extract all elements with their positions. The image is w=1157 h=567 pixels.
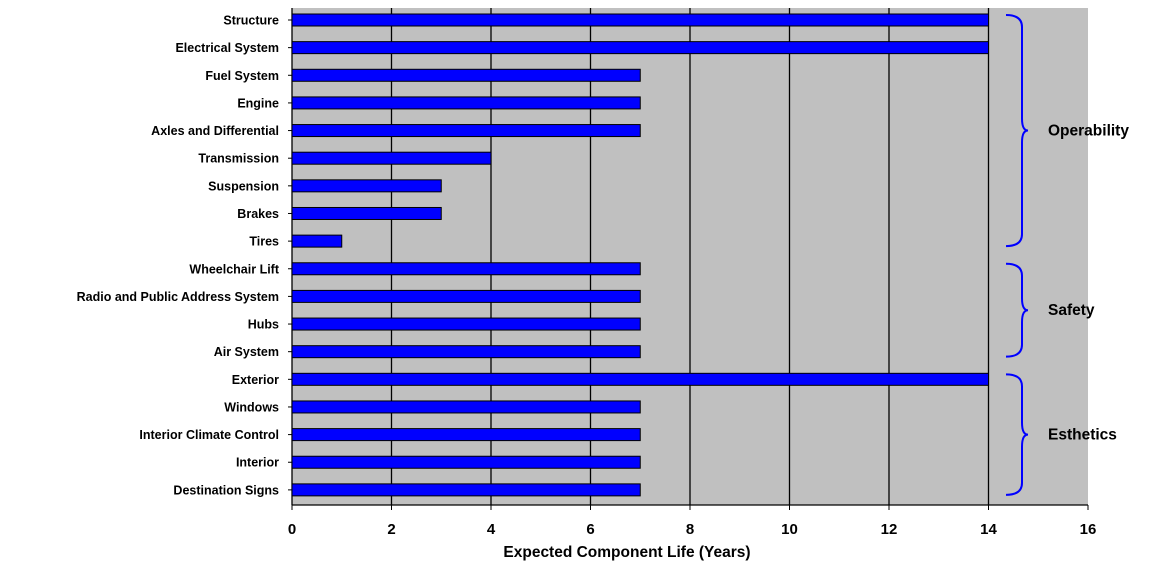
group-brace <box>1005 262 1029 358</box>
x-tick-label: 8 <box>686 521 694 538</box>
group-label: Safety <box>1048 302 1095 319</box>
bar <box>291 151 492 165</box>
category-label: Interior <box>236 456 279 470</box>
category-label: Fuel System <box>205 69 279 83</box>
x-tick-label: 4 <box>487 521 496 538</box>
bar <box>291 13 989 27</box>
category-label: Tires <box>249 235 279 249</box>
x-tick-label: 2 <box>387 521 395 538</box>
category-label: Air System <box>214 345 279 359</box>
bar <box>291 234 343 248</box>
grid-lines <box>291 8 1089 510</box>
category-label: Electrical System <box>175 41 279 55</box>
bar <box>291 400 641 414</box>
category-label: Brakes <box>237 207 279 221</box>
category-label: Exterior <box>232 373 279 387</box>
category-label: Structure <box>223 14 279 28</box>
category-labels: Structure Electrical System Fuel System Eng… <box>77 14 280 498</box>
category-label: Suspension <box>208 179 279 193</box>
x-tick-labels: 0 2 4 6 8 10 12 14 16 <box>288 521 1097 538</box>
x-tick-label: 0 <box>288 521 296 538</box>
group-brackets: Operability Safety Esthetics <box>1005 14 1129 496</box>
bar <box>291 179 442 193</box>
bar <box>291 41 989 55</box>
x-tick-label: 14 <box>980 521 997 538</box>
category-label: Wheelchair Lift <box>189 262 279 276</box>
category-label: Axles and Differential <box>151 124 279 138</box>
bar <box>291 68 641 82</box>
bar <box>291 345 641 359</box>
bar <box>291 96 641 110</box>
x-tick-label: 16 <box>1080 521 1097 538</box>
category-label: Engine <box>237 96 279 110</box>
bar <box>291 262 641 276</box>
x-axis-title: Expected Component Life (Years) <box>503 544 750 561</box>
bar <box>291 428 641 442</box>
category-label: Interior Climate Control <box>139 428 279 442</box>
x-tick-label: 12 <box>881 521 898 538</box>
category-label: Transmission <box>198 152 279 166</box>
category-label: Radio and Public Address System <box>77 290 279 304</box>
group-brace <box>1005 373 1029 496</box>
x-tick-label: 10 <box>781 521 798 538</box>
bar <box>291 372 989 386</box>
bars <box>288 13 989 497</box>
group-brace <box>1005 14 1029 248</box>
bar <box>291 483 641 497</box>
category-label: Windows <box>224 400 279 414</box>
bar <box>291 206 442 220</box>
bar <box>291 455 641 469</box>
category-label: Hubs <box>248 318 279 332</box>
group-label: Esthetics <box>1048 427 1117 444</box>
category-label: Destination Signs <box>173 483 279 497</box>
bar <box>291 317 641 331</box>
group-label: Operability <box>1048 123 1129 140</box>
x-tick-label: 6 <box>586 521 594 538</box>
bar <box>291 124 641 138</box>
bar <box>291 289 641 303</box>
